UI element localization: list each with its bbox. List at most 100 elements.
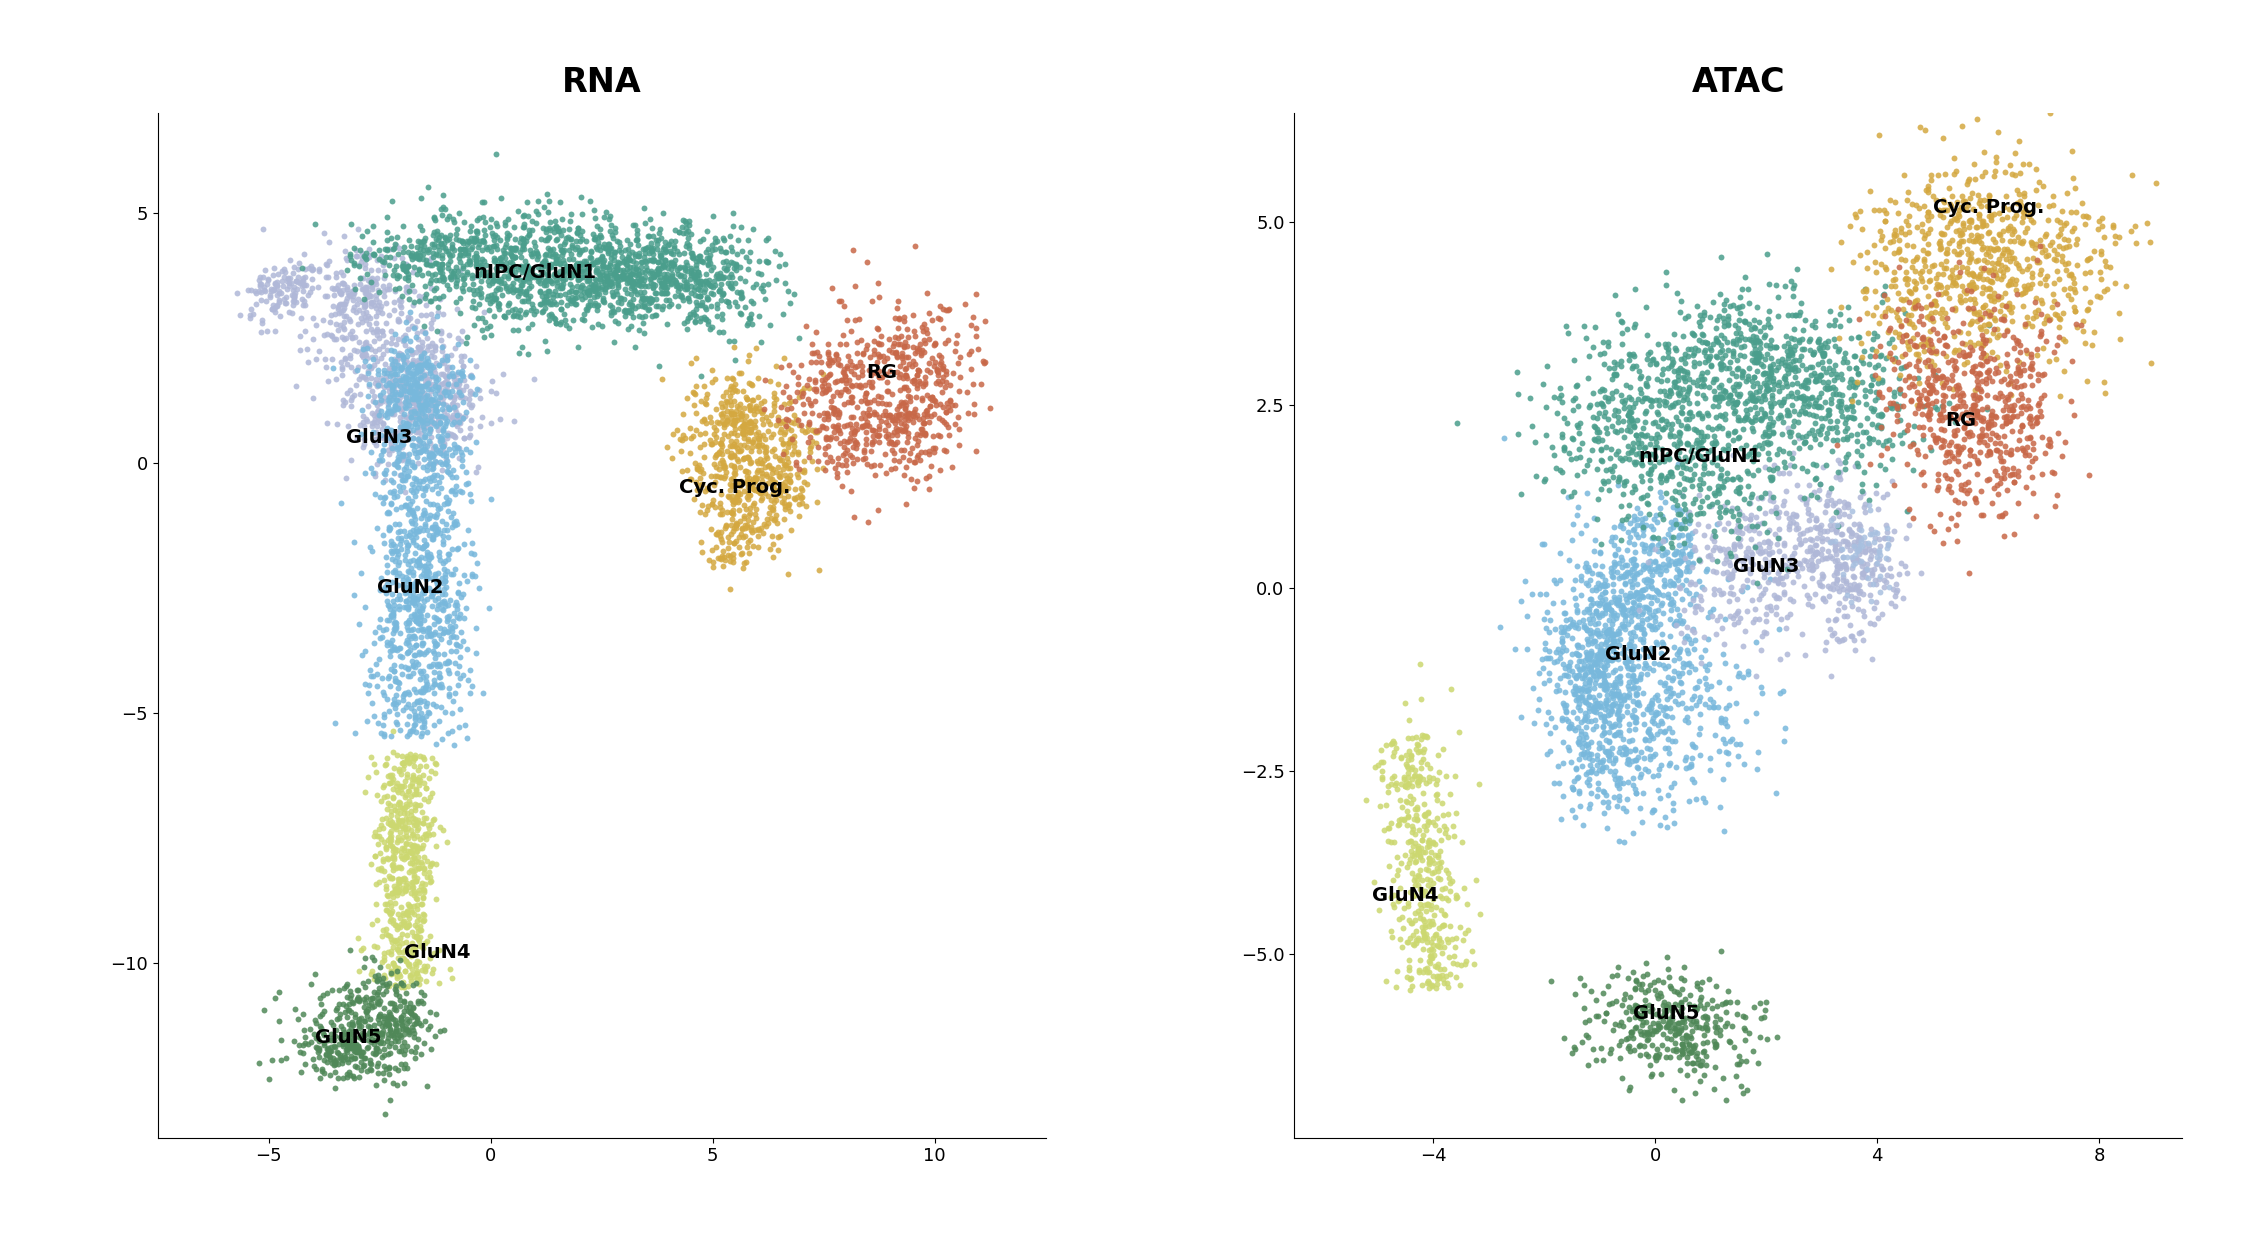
Point [430, 520, 466, 540]
Point [418, 244, 454, 264]
Point [598, 231, 634, 251]
Point [1634, 565, 1670, 585]
Point [1757, 504, 1793, 524]
Point [700, 299, 736, 319]
Point [774, 520, 810, 540]
Point [446, 366, 482, 386]
Point [1971, 242, 2007, 262]
Point [414, 395, 450, 415]
Point [1726, 552, 1762, 572]
Point [436, 515, 472, 535]
Point [1703, 448, 1739, 468]
Point [1737, 599, 1773, 619]
Point [2052, 265, 2088, 285]
Point [1760, 574, 1796, 594]
Point [1946, 346, 1982, 366]
Point [434, 721, 470, 741]
Point [346, 641, 382, 661]
Point [1798, 510, 1834, 530]
Point [468, 238, 504, 258]
Point [446, 392, 482, 412]
Point [554, 268, 590, 288]
Point [407, 959, 443, 979]
Point [389, 620, 425, 640]
Point [1964, 238, 2000, 258]
Point [423, 406, 459, 426]
Point [1426, 822, 1462, 842]
Point [1690, 348, 1726, 368]
Point [1552, 616, 1588, 636]
Point [396, 796, 432, 816]
Point [1600, 620, 1636, 640]
Point [371, 429, 407, 449]
Point [394, 416, 430, 436]
Point [538, 314, 574, 334]
Point [374, 265, 410, 285]
Point [385, 776, 421, 796]
Point [1634, 579, 1670, 599]
Point [1602, 696, 1638, 716]
Point [1942, 322, 1978, 342]
Point [1724, 361, 1760, 381]
Point [1782, 534, 1818, 554]
Point [1395, 836, 1431, 856]
Point [596, 332, 632, 352]
Point [1618, 779, 1654, 799]
Point [288, 295, 324, 315]
Point [1966, 315, 2002, 335]
Point [1978, 440, 2014, 460]
Point [2048, 331, 2084, 351]
Point [742, 392, 778, 412]
Point [1580, 459, 1616, 479]
Point [886, 406, 922, 426]
Point [1966, 250, 2002, 270]
Point [1780, 332, 1816, 352]
Point [569, 260, 605, 280]
Point [403, 795, 439, 815]
Point [1618, 562, 1654, 582]
Point [410, 372, 446, 392]
Point [394, 375, 430, 395]
Point [1888, 268, 1924, 288]
Point [1973, 260, 2009, 280]
Point [1397, 824, 1433, 844]
Point [423, 384, 459, 404]
Point [1706, 769, 1742, 789]
Point [2012, 412, 2048, 432]
Point [614, 274, 650, 294]
Point [455, 231, 490, 251]
Point [1649, 524, 1685, 544]
Point [702, 281, 738, 301]
Point [254, 1050, 290, 1070]
Point [392, 635, 428, 655]
Point [356, 355, 392, 375]
Point [448, 715, 484, 735]
Point [1629, 555, 1665, 575]
Point [1577, 318, 1613, 338]
Point [1834, 592, 1870, 612]
Point [1991, 217, 2027, 238]
Point [1400, 960, 1436, 980]
Point [1620, 584, 1656, 604]
Point [504, 256, 540, 276]
Point [1935, 356, 1971, 376]
Point [673, 224, 709, 244]
Point [1823, 461, 1858, 481]
Point [364, 1021, 400, 1041]
Point [389, 916, 425, 936]
Point [1886, 356, 1922, 376]
Point [1966, 258, 2002, 278]
Point [626, 289, 661, 309]
Point [731, 468, 767, 488]
Point [340, 314, 376, 334]
Point [315, 357, 351, 377]
Point [1746, 349, 1782, 369]
Point [1647, 738, 1683, 758]
Point [378, 390, 414, 410]
Point [871, 380, 907, 400]
Point [886, 465, 922, 485]
Point [392, 1021, 428, 1041]
Point [340, 289, 376, 309]
Point [1670, 416, 1706, 436]
Point [1768, 480, 1804, 500]
